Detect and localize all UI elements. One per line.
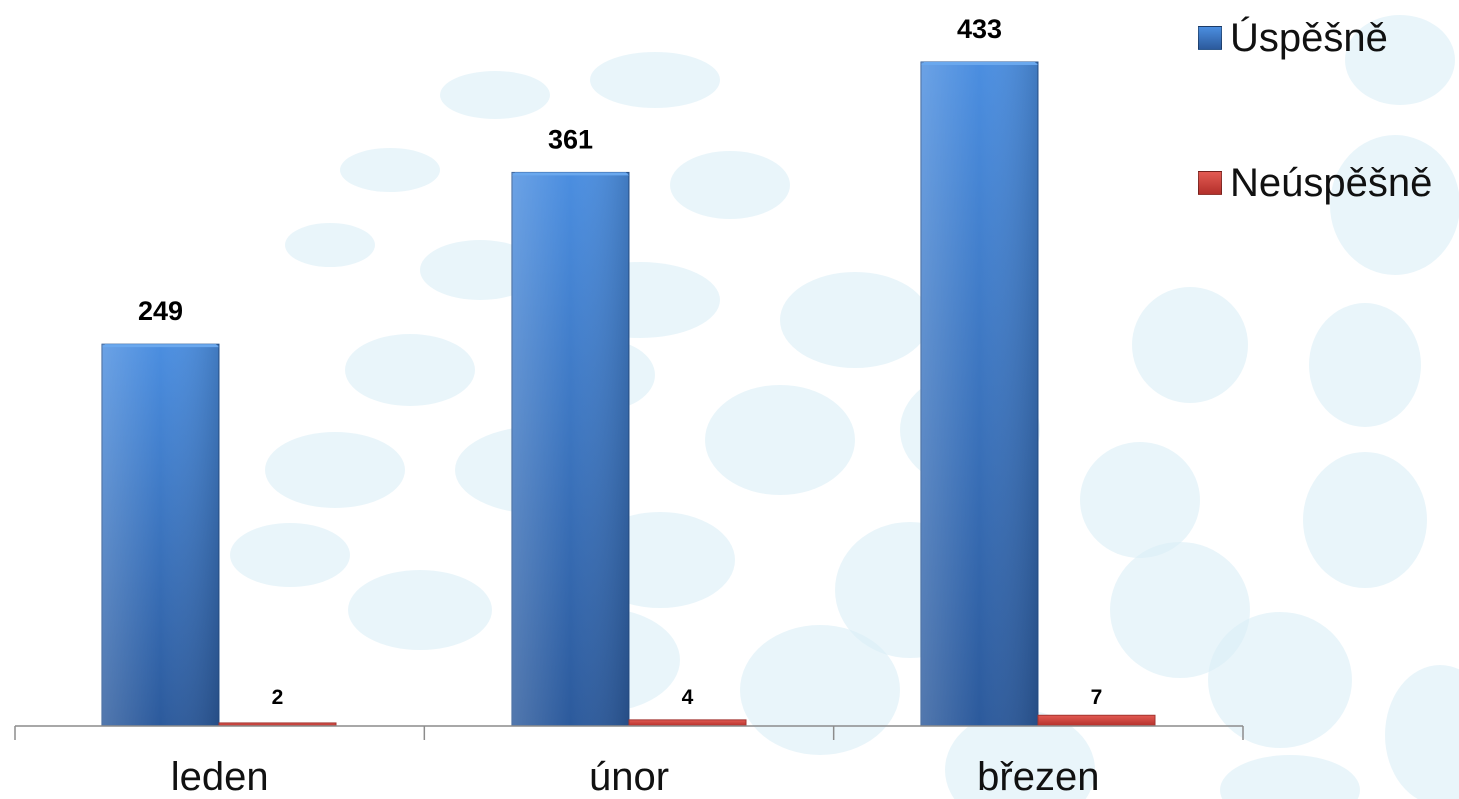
background-dot [945, 710, 1095, 799]
background-dot [1220, 755, 1360, 799]
background-dot [1110, 542, 1250, 678]
bar-shading-1 [512, 172, 629, 727]
background-dot [1303, 452, 1427, 588]
data-label-neuspesne-1: 4 [682, 686, 694, 709]
bar-neuspesne-1 [628, 719, 747, 727]
x-tick-label-0: leden [171, 755, 269, 799]
background-dot [420, 240, 540, 300]
bar-shading-0 [102, 344, 219, 726]
bar-neuspesne-2 [1037, 714, 1156, 727]
background-dot [780, 272, 930, 368]
bar-bevel-2 [921, 62, 1038, 65]
data-label-neuspesne-0: 2 [272, 686, 284, 709]
background-dot [345, 334, 475, 406]
bar-bevel-1 [512, 172, 629, 176]
data-label-uspesne-1: 361 [548, 124, 593, 154]
data-label-uspesne-2: 433 [957, 14, 1002, 44]
background-dot [1309, 303, 1421, 427]
x-tick-label-1: únor [589, 755, 669, 799]
legend-swatch-neuspesne [1198, 171, 1222, 195]
bar-bevel-0 [102, 344, 219, 348]
background-dot [340, 148, 440, 192]
background-dot [1080, 442, 1200, 558]
legend: Úspěšně Neúspěšně [1198, 14, 1432, 304]
background-dot [740, 625, 900, 755]
background-dot [1345, 15, 1455, 105]
background-dot [265, 432, 405, 508]
background-dot [590, 52, 720, 108]
legend-item-uspesne: Úspěšně [1198, 14, 1432, 62]
legend-item-neuspesne: Neúspěšně [1198, 159, 1432, 207]
background-dot [230, 523, 350, 587]
data-label-neuspesne-2: 7 [1091, 686, 1103, 709]
plot-area: 249 2 361 4 433 7 leden únor březen [14, 14, 1244, 799]
x-tick-label-2: březen [977, 755, 1099, 799]
legend-label-uspesne: Úspěšně [1230, 15, 1388, 60]
legend-label-neuspesne: Neúspěšně [1230, 160, 1433, 205]
bar-shading-2 [921, 62, 1038, 726]
background-dot [348, 570, 492, 650]
background-dot [1132, 287, 1248, 403]
legend-swatch-uspesne [1198, 26, 1222, 50]
background-dot [705, 385, 855, 495]
background-dot [670, 151, 790, 219]
data-label-uspesne-0: 249 [138, 296, 183, 326]
background-dot [1208, 612, 1352, 748]
background-dot [285, 223, 375, 267]
background-dot [440, 71, 550, 119]
background-dot [1330, 135, 1459, 275]
background-dot [1385, 665, 1459, 799]
